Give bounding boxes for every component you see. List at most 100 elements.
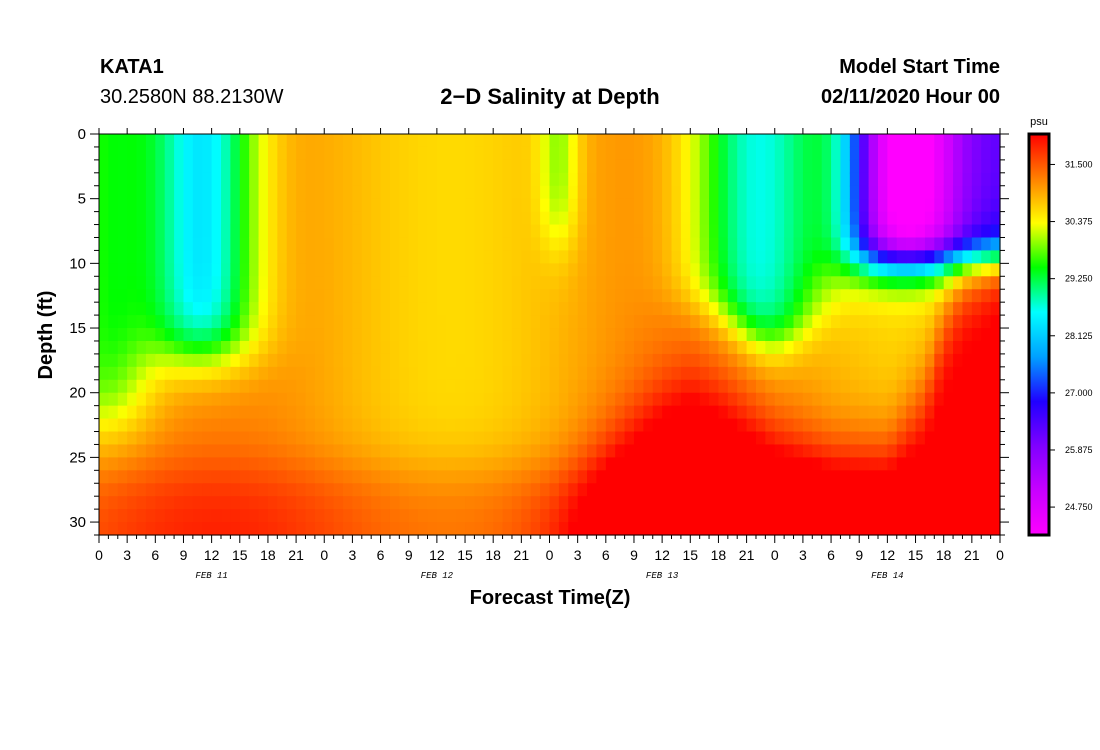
heatmap-cell [333,392,344,407]
heatmap-cell [530,444,541,458]
heatmap-cell [511,289,522,303]
heatmap-cell [521,379,532,394]
heatmap-cell [765,134,776,148]
heatmap-cell [343,224,354,239]
heatmap-cell [990,289,1001,303]
heatmap-cell [990,431,1001,446]
heatmap-cell [690,185,701,200]
heatmap-cell [549,198,560,213]
heatmap-cell [953,211,964,226]
heatmap-cell [680,146,691,161]
heatmap-cell [267,315,278,329]
heatmap-cell [530,172,541,187]
heatmap-cell [474,328,485,342]
heatmap-cell [164,146,175,161]
heatmap-cell [221,211,231,226]
heatmap-cell [953,470,964,484]
heatmap-cell [427,522,438,536]
heatmap-cell [615,405,626,420]
heatmap-cell [558,315,569,329]
colorbar-tick-label: 27.000 [1065,388,1093,398]
heatmap-cell [568,315,579,329]
heatmap-cell [577,211,588,226]
heatmap-cell [577,198,588,213]
heatmap-cell [727,470,738,484]
heatmap-cell [371,405,382,420]
y-tick-label: 30 [69,514,86,531]
heatmap-cell [202,457,213,471]
heatmap-cell [652,134,663,148]
heatmap-cell [774,289,785,303]
heatmap-cell [896,470,907,484]
heatmap-cell [690,418,701,433]
heatmap-cell [709,172,720,187]
heatmap-cell [380,224,391,239]
heatmap-cell [990,250,1001,264]
heatmap-cell [202,340,213,355]
heatmap-cell [624,134,635,148]
heatmap-cell [671,522,682,536]
heatmap-cell [230,250,241,264]
heatmap-cell [755,340,766,355]
heatmap-cell [887,379,898,394]
heatmap-cell [596,457,607,471]
heatmap-cell [483,159,494,174]
heatmap-cell [427,211,438,226]
heatmap-cell [662,224,673,239]
heatmap-cell [709,198,720,213]
heatmap-cell [652,224,663,239]
heatmap-cell [765,444,776,458]
heatmap-cell [821,263,832,277]
heatmap-cell [371,353,382,368]
heatmap-cell [680,289,691,303]
heatmap-cell [296,237,307,252]
heatmap-cell [737,340,748,355]
heatmap-cell [174,185,185,200]
heatmap-cell [108,522,119,536]
heatmap-cell [183,328,194,342]
heatmap-cell [746,470,757,484]
heatmap-cell [652,457,663,471]
x-tick-label: 3 [349,547,357,563]
heatmap-cell [117,211,128,226]
heatmap-cell [239,263,250,277]
date-label: FEB 11 [195,571,227,581]
heatmap-cell [258,418,269,433]
heatmap-cell [352,146,363,161]
heatmap-cell [427,302,438,316]
heatmap-cell [164,392,175,407]
heatmap-cell [755,509,766,523]
heatmap-cell [511,250,522,264]
heatmap-cell [868,483,879,497]
heatmap-cell [446,496,457,510]
heatmap-cell [174,315,185,329]
heatmap-cell [221,172,231,187]
heatmap-cell [465,353,476,368]
heatmap-cell [793,224,804,239]
heatmap-cell [202,172,213,187]
heatmap-cell [540,250,551,264]
heatmap-cell [164,431,175,446]
heatmap-cell [671,237,682,252]
heatmap-cell [831,483,842,497]
heatmap-cell [267,146,278,161]
heatmap-cell [906,353,917,368]
date-label: FEB 12 [421,571,454,581]
heatmap-cell [943,198,954,213]
heatmap-cell [380,509,391,523]
heatmap-cell [737,224,748,239]
heatmap-cell [455,509,466,523]
heatmap-cell [652,146,663,161]
heatmap-cell [352,224,363,239]
heatmap-cell [943,470,954,484]
heatmap-cell [352,328,363,342]
heatmap-cell [174,457,185,471]
heatmap-cell [108,431,119,446]
heatmap-cell [868,237,879,252]
heatmap-cell [314,379,325,394]
model-start-label: Model Start Time [839,56,1000,78]
heatmap-cell [305,522,316,536]
heatmap-cell [324,392,335,407]
heatmap-cell [483,276,494,290]
heatmap-cell [812,483,823,497]
